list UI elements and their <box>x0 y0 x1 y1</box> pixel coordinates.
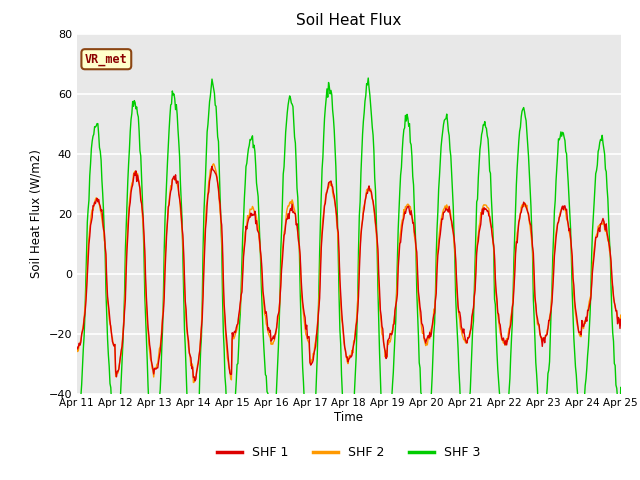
Title: Soil Heat Flux: Soil Heat Flux <box>296 13 401 28</box>
Legend: SHF 1, SHF 2, SHF 3: SHF 1, SHF 2, SHF 3 <box>217 446 481 459</box>
X-axis label: Time: Time <box>334 411 364 424</box>
Text: VR_met: VR_met <box>85 53 128 66</box>
Y-axis label: Soil Heat Flux (W/m2): Soil Heat Flux (W/m2) <box>30 149 43 278</box>
